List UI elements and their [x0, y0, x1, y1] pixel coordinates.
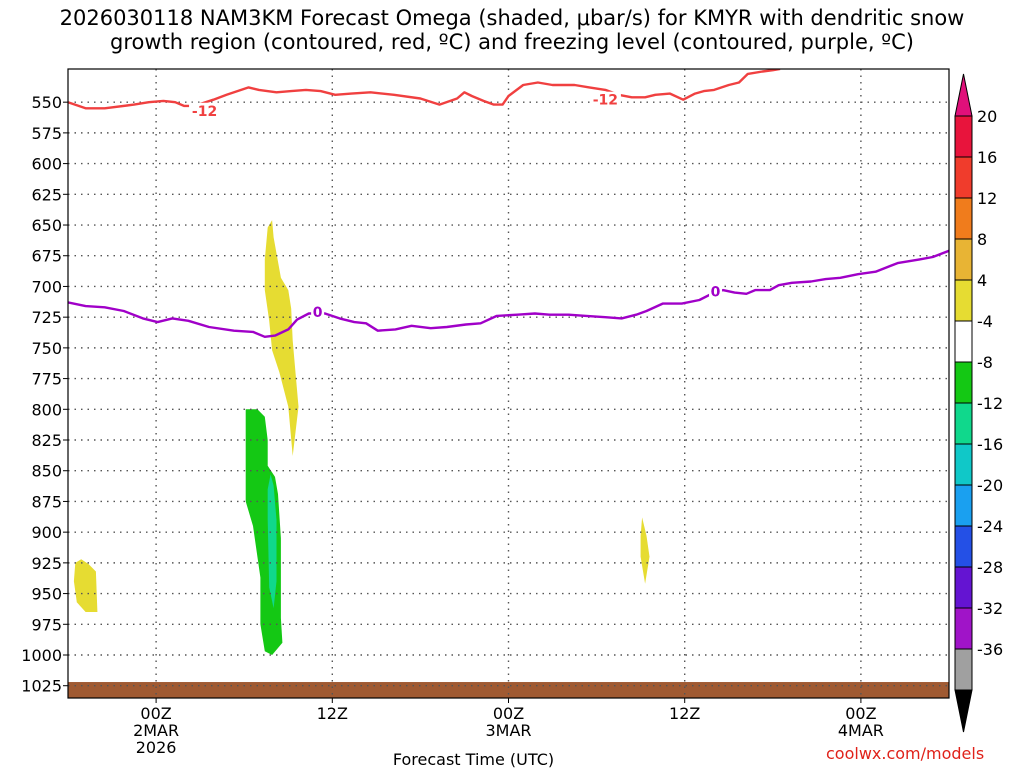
contour-label-bg [589, 91, 621, 108]
colorbar-swatch [954, 525, 973, 568]
x-tick-label: 12Z [317, 704, 348, 723]
colorbar-label: 4 [977, 271, 987, 290]
colorbar-swatch [954, 156, 973, 199]
chart-title-line-2: growth region (contoured, red, ºC) and f… [110, 30, 914, 54]
colorbar-label: 20 [977, 107, 997, 126]
colorbar-label: 8 [977, 230, 987, 249]
colorbar-top-arrow [954, 73, 973, 117]
contour-label-bg [709, 283, 723, 300]
colorbar-swatch [954, 238, 973, 281]
y-tick-label: 775 [31, 370, 62, 389]
x-tick-label: 2026 [136, 738, 177, 757]
colorbar-swatch [954, 484, 973, 527]
omega-shade-1 [264, 220, 299, 456]
colorbar-label: -20 [977, 476, 1003, 495]
colorbar-label: 16 [977, 148, 997, 167]
x-tick-label: 00Z [845, 704, 876, 723]
x-tick-label: 4MAR [838, 721, 884, 740]
y-tick-label: 975 [31, 615, 62, 634]
freezing-level-line [68, 249, 949, 338]
y-tick-label: 1000 [21, 646, 62, 665]
y-tick-label: 875 [31, 492, 62, 511]
colorbar-swatch [954, 361, 973, 404]
colorbar-swatch [954, 566, 973, 609]
colorbar-swatch [954, 443, 973, 486]
terrain-surface [68, 682, 949, 698]
colorbar-label: -24 [977, 517, 1003, 536]
colorbar-label: 12 [977, 189, 997, 208]
y-tick-label: 675 [31, 247, 62, 266]
omega-shade-5 [267, 474, 277, 609]
y-tick-label: 600 [31, 155, 62, 174]
colorbar-label: -32 [977, 599, 1003, 618]
x-tick-label: 3MAR [485, 721, 531, 740]
colorbar-label: -28 [977, 558, 1003, 577]
y-tick-label: 650 [31, 216, 62, 235]
y-tick-label: 550 [31, 93, 62, 112]
colorbar-label: -12 [977, 394, 1003, 413]
x-tick-label: 12Z [669, 704, 700, 723]
colorbar-label: -4 [977, 312, 993, 331]
y-tick-label: 850 [31, 462, 62, 481]
colorbar-swatch [954, 197, 973, 240]
y-tick-label: 750 [31, 339, 62, 358]
colorbar-label: -16 [977, 435, 1003, 454]
y-tick-label: 725 [31, 308, 62, 327]
colorbar-label: -8 [977, 353, 993, 372]
colorbar-label: -36 [977, 640, 1003, 659]
omega-shade-3 [640, 517, 650, 584]
contour-label-bg [311, 304, 325, 321]
y-tick-label: 825 [31, 431, 62, 450]
freezing-level-label: 0 [711, 284, 721, 300]
colorbar-swatch [954, 607, 973, 650]
omega-shade-2 [73, 559, 98, 612]
colorbar-bottom-arrow [954, 689, 973, 733]
x-tick-label: 00Z [140, 704, 171, 723]
freezing-level-label: 0 [313, 305, 323, 321]
contour-label-bg [189, 102, 221, 119]
isotherm-label: -12 [192, 104, 217, 120]
colorbar-swatch [954, 402, 973, 445]
x-tick-label: 2MAR [133, 721, 179, 740]
isotherm-label: -12 [593, 93, 618, 109]
chart-title: 2026030118 NAM3KM Forecast Omega (shaded… [0, 6, 1024, 54]
colorbar-swatch [954, 320, 973, 363]
x-axis-label: Forecast Time (UTC) [393, 750, 554, 768]
colorbar-swatch [954, 279, 973, 322]
site-credit: coolwx.com/models [826, 744, 985, 763]
colorbar-swatch [954, 115, 973, 158]
y-tick-label: 625 [31, 185, 62, 204]
y-tick-label: 700 [31, 277, 62, 296]
y-tick-label: 800 [31, 400, 62, 419]
y-tick-label: 900 [31, 523, 62, 542]
plot-area: -12 -12 0 0 [68, 69, 949, 698]
colorbar-swatch [954, 648, 973, 691]
y-tick-label: 925 [31, 554, 62, 573]
y-tick-label: 1025 [21, 677, 62, 696]
chart-title-line-1: 2026030118 NAM3KM Forecast Omega (shaded… [59, 6, 965, 30]
x-tick-label: 00Z [493, 704, 524, 723]
y-tick-label: 575 [31, 124, 62, 143]
y-tick-label: 950 [31, 585, 62, 604]
